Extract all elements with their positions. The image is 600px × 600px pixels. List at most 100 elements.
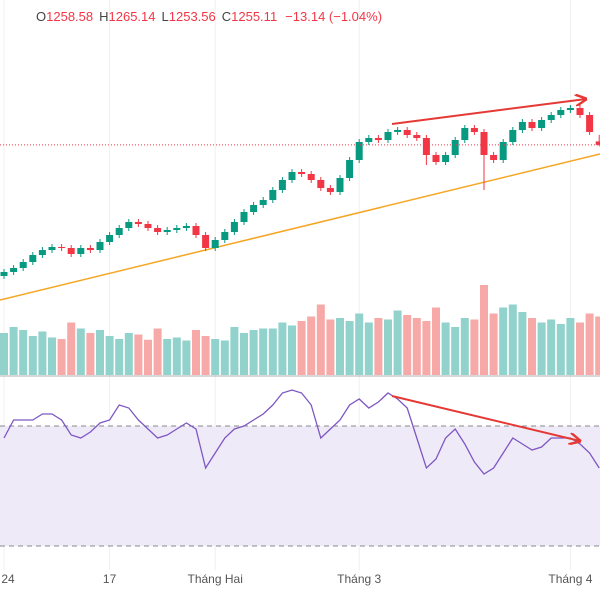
volume-bar <box>528 318 536 375</box>
candle-body <box>192 226 200 235</box>
volume-bar <box>220 340 229 375</box>
candle-body <box>288 172 296 180</box>
candle-body <box>86 248 94 250</box>
volume-bar <box>393 310 402 375</box>
candle-body <box>538 120 546 128</box>
volume-bar <box>547 319 556 375</box>
candle-body <box>250 205 258 212</box>
candle-body <box>230 222 238 232</box>
volume-bar <box>278 322 287 375</box>
volume-bar <box>172 337 181 375</box>
candle-body <box>547 115 555 120</box>
volume-bar <box>412 318 421 375</box>
candle-body <box>58 247 66 248</box>
candle-body <box>211 240 219 248</box>
volume-bar <box>288 325 296 375</box>
volume-bar <box>499 307 508 375</box>
volume-bar <box>48 337 56 375</box>
candle-body <box>499 142 507 160</box>
ohlc-value: 1265.14 <box>109 9 156 24</box>
volume-bar <box>163 339 172 375</box>
candle-body <box>154 228 162 232</box>
volume-bar <box>28 336 37 375</box>
volume-bar <box>355 313 364 375</box>
candle-body <box>557 110 565 115</box>
candle-body <box>173 228 181 230</box>
volume-bar <box>124 333 133 375</box>
volume-bar <box>76 328 85 375</box>
candle-body <box>461 128 469 140</box>
volume-bar <box>345 321 354 375</box>
volume-bar <box>105 336 114 375</box>
candle-body <box>144 224 152 228</box>
volume-bar <box>249 330 258 375</box>
volume-bar <box>556 324 565 375</box>
candle-body <box>38 250 46 255</box>
volume-bar <box>259 328 268 375</box>
volume-bar <box>364 322 373 375</box>
ohlc-header: O1258.58 H1265.14 L1253.56 C1255.11 −13.14 (… <box>36 9 382 24</box>
x-tick-label: Tháng Hai <box>188 572 243 586</box>
candle-body <box>586 115 594 132</box>
volume-bar <box>57 339 66 375</box>
candle-body <box>432 155 440 162</box>
volume-bar <box>384 319 392 375</box>
candle-body <box>317 180 325 188</box>
volume-bar <box>336 318 344 375</box>
ohlc-change: −13.14 (−1.04%) <box>285 9 382 24</box>
candle-body <box>528 122 536 128</box>
candle-body <box>595 141 600 145</box>
ohlc-label: O <box>36 9 46 24</box>
volume-bar <box>134 334 143 375</box>
volume-bar <box>230 327 239 375</box>
candle-body <box>10 268 18 272</box>
candle-body <box>182 226 190 228</box>
rsi-divergence-arrow <box>391 395 580 441</box>
candle-body <box>221 232 229 240</box>
candle-body <box>125 222 133 228</box>
ohlc-label: H <box>99 9 108 24</box>
volume-bar <box>307 316 316 375</box>
volume-bar <box>38 331 47 375</box>
candle-body <box>470 128 478 132</box>
candle-body <box>106 235 114 242</box>
candle-body <box>202 235 210 248</box>
volume-bar <box>19 330 28 375</box>
volume-bar <box>422 321 431 375</box>
volume-bar <box>182 340 191 375</box>
volume-bar <box>240 333 248 375</box>
candle-body <box>240 212 248 222</box>
volume-bar <box>508 304 517 375</box>
ohlc-label: C <box>222 9 231 24</box>
ohlc-value: 1255.11 <box>231 9 277 24</box>
candle-body <box>394 130 402 132</box>
x-tick-label: 17 <box>103 572 117 586</box>
candle-body <box>77 248 85 254</box>
candle-body <box>518 122 526 130</box>
candle-body <box>48 247 56 250</box>
candle-body <box>442 155 450 162</box>
volume-bar <box>96 330 104 375</box>
candle-body <box>480 132 488 155</box>
candle-body <box>96 242 104 250</box>
candle-body <box>19 262 27 268</box>
candle-body <box>422 138 430 155</box>
volume-bar <box>576 322 584 375</box>
candle-body <box>278 180 286 190</box>
ohlc-value: 1258.58 <box>46 9 93 24</box>
volume-bar <box>115 339 124 375</box>
x-tick-label: Tháng 4 <box>548 572 592 586</box>
volume-bar <box>297 321 306 375</box>
candle-body <box>298 172 306 174</box>
volume-bar <box>470 319 479 375</box>
volume-bar <box>153 328 162 375</box>
volume-bar <box>595 316 600 375</box>
candle-body <box>269 190 277 200</box>
candle-body <box>576 108 584 115</box>
volume-bar <box>201 336 210 375</box>
volume-bar <box>585 313 594 375</box>
ohlc-value: 1253.56 <box>169 9 216 24</box>
rsi-band <box>0 426 600 546</box>
candle-body <box>346 160 354 178</box>
